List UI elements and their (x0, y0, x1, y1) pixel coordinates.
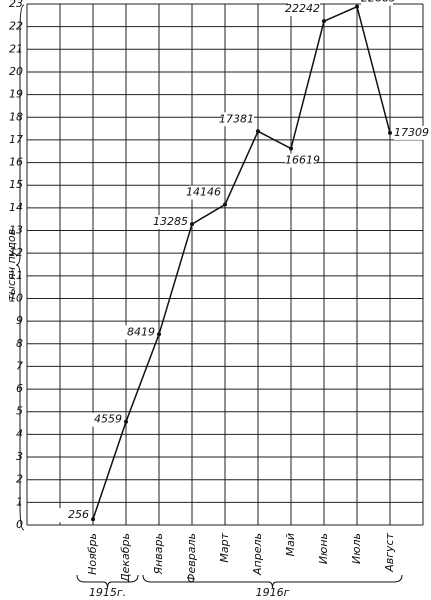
x-tick-label: Апрель (251, 533, 264, 576)
point (157, 332, 161, 337)
y-tick-label: 20 (9, 65, 23, 78)
data-label: 16619 (285, 154, 320, 167)
label-bg (156, 215, 188, 230)
y-tick-label: 4 (16, 427, 23, 440)
point (223, 202, 227, 207)
label-bg (394, 125, 426, 140)
label-bg (90, 412, 122, 427)
y-tick-label: 12 (9, 246, 23, 259)
y-tick-label: 15 (9, 178, 23, 191)
year-brace (76, 574, 139, 589)
y-tick-label: 17 (9, 133, 23, 146)
y-tick-label: 9 (16, 314, 23, 327)
y-tick-label: 19 (9, 88, 23, 101)
data-label: 14146 (186, 186, 221, 199)
x-tick-label: Январь (152, 533, 165, 576)
data-label: 8419 (127, 325, 155, 338)
label-bg (189, 185, 221, 200)
label-bg (123, 325, 155, 340)
year-label: 1916г (256, 586, 290, 599)
point (388, 130, 392, 135)
x-tick-label: Июнь (317, 533, 330, 564)
y-tick-label: 3 (16, 450, 23, 463)
data-label: 17309 (394, 126, 429, 139)
x-tick-label: Март (218, 532, 231, 562)
y-tick-label: 1 (16, 495, 23, 508)
y-tick-label: 11 (9, 269, 23, 282)
y-tick-label: 7 (16, 359, 23, 372)
y-brace (15, 4, 25, 531)
label-bg (57, 508, 89, 523)
x-tick-label: Август (383, 532, 396, 572)
y-tick-label: 14 (9, 201, 23, 214)
x-tick-label: Ноябрь (86, 533, 99, 575)
point (256, 129, 260, 134)
y-tick-label: 8 (16, 337, 23, 350)
x-tick-label: Декабрь (119, 533, 132, 583)
year-label: 1915г. (89, 586, 126, 599)
point (289, 146, 293, 151)
y-axis-label: тысяч пудов (5, 229, 18, 301)
point (355, 4, 359, 9)
y-tick-label: 18 (9, 110, 23, 123)
data-label: 13285 (153, 215, 188, 228)
data-label: 17381 (219, 112, 254, 125)
label-bg (361, 0, 393, 6)
point (124, 419, 128, 424)
y-tick-label: 5 (16, 405, 23, 418)
y-tick-label: 6 (16, 382, 23, 395)
y-tick-label: 23 (9, 0, 23, 10)
y-tick-label: 13 (9, 224, 23, 237)
x-tick-label: Февраль (185, 533, 198, 583)
y-tick-label: 2 (16, 473, 23, 486)
year-brace (142, 574, 403, 589)
x-tick-label: Май (284, 533, 297, 556)
y-tick-label: 10 (9, 291, 23, 304)
y-tick-label: 0 (16, 518, 23, 531)
data-label: 256 (68, 508, 89, 521)
label-bg (285, 153, 317, 168)
point (91, 517, 95, 522)
y-tick-label: 21 (9, 42, 23, 55)
label-bg (288, 2, 320, 17)
line (92, 5, 391, 520)
data-label: 22242 (285, 2, 320, 15)
label-bg (222, 112, 254, 127)
y-tick-label: 16 (9, 156, 23, 169)
data-label: 4559 (94, 413, 122, 426)
point (190, 222, 194, 227)
x-tick-label: Июль (350, 533, 363, 564)
y-tick-label: 22 (9, 20, 23, 33)
data-label: 22883 (361, 0, 396, 5)
point (322, 19, 326, 24)
